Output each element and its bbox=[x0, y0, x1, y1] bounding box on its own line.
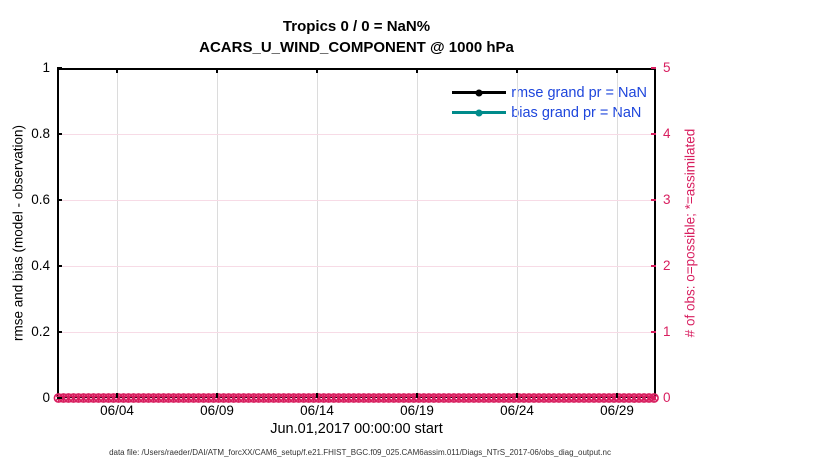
legend-label-rmse: rmse grand pr = NaN bbox=[511, 84, 647, 101]
x-tick-bottom bbox=[216, 393, 218, 398]
y-tick-right bbox=[651, 199, 656, 201]
rmse-line-sample bbox=[452, 89, 507, 96]
y-tick-right bbox=[651, 397, 656, 399]
plot-title: Tropics 0 / 0 = NaN% ACARS_U_WIND_COMPON… bbox=[57, 16, 656, 58]
right-tick-label: 1 bbox=[663, 324, 671, 339]
left-tick-label: 0 bbox=[42, 390, 50, 405]
top-axis-line bbox=[57, 68, 656, 70]
legend: rmse grand pr = NaN bias grand pr = NaN bbox=[452, 83, 647, 122]
x-tick-bottom bbox=[416, 393, 418, 398]
title-line-1: Tropics 0 / 0 = NaN% bbox=[282, 18, 431, 35]
y-gridline bbox=[57, 199, 656, 201]
y-tick-left bbox=[57, 331, 62, 333]
left-tick-label: 0.8 bbox=[31, 126, 50, 141]
y-tick-left bbox=[57, 397, 62, 399]
obs-count-marker-band bbox=[53, 393, 659, 403]
x-gridline bbox=[316, 68, 318, 398]
x-tick-label: 06/19 bbox=[400, 403, 434, 418]
x-tick-bottom bbox=[616, 393, 618, 398]
left-tick-label: 0.4 bbox=[31, 258, 50, 273]
y-tick-left bbox=[57, 133, 62, 135]
bias-marker-icon bbox=[475, 109, 483, 116]
right-tick-label: 3 bbox=[663, 192, 671, 207]
x-tick-top bbox=[616, 68, 618, 73]
rmse-marker-icon bbox=[475, 89, 483, 96]
x-tick-bottom bbox=[316, 393, 318, 398]
left-tick-label: 0.6 bbox=[31, 192, 50, 207]
x-tick-label: 06/14 bbox=[300, 403, 334, 418]
y-tick-left bbox=[57, 199, 62, 201]
x-tick-top bbox=[316, 68, 318, 73]
right-tick-label: 4 bbox=[663, 126, 671, 141]
x-tick-bottom bbox=[116, 393, 118, 398]
x-tick-top bbox=[216, 68, 218, 73]
x-tick-label: 06/29 bbox=[600, 403, 634, 418]
y-tick-right bbox=[651, 331, 656, 333]
bottom-axis-line bbox=[57, 396, 656, 398]
y-gridline bbox=[57, 265, 656, 267]
legend-row-rmse: rmse grand pr = NaN bbox=[452, 83, 647, 102]
y-gridline bbox=[57, 133, 656, 135]
right-tick-label: 0 bbox=[663, 390, 671, 405]
title-line-2: ACARS_U_WIND_COMPONENT @ 1000 hPa bbox=[199, 39, 514, 56]
y-tick-left bbox=[57, 67, 62, 69]
y-gridline bbox=[57, 331, 656, 333]
y-tick-right bbox=[651, 133, 656, 135]
right-axis-label: # of obs: o=possible; *=assimilated bbox=[682, 128, 698, 338]
x-gridline bbox=[616, 68, 618, 398]
x-gridline bbox=[416, 68, 418, 398]
y-tick-right bbox=[651, 67, 656, 69]
bias-line-sample bbox=[452, 109, 507, 116]
data-file-path: data file: /Users/raeder/DAI/ATM_forcXX/… bbox=[109, 448, 611, 457]
y-tick-right bbox=[651, 265, 656, 267]
x-gridline bbox=[516, 68, 518, 398]
right-tick-label: 5 bbox=[663, 60, 671, 75]
right-tick-label: 2 bbox=[663, 258, 671, 273]
x-tick-top bbox=[416, 68, 418, 73]
right-axis-line bbox=[654, 68, 656, 398]
x-tick-top bbox=[516, 68, 518, 73]
x-axis-label: Jun.01,2017 00:00:00 start bbox=[270, 421, 443, 437]
x-tick-label: 06/04 bbox=[100, 403, 134, 418]
x-gridline bbox=[216, 68, 218, 398]
left-axis-label: rmse and bias (model - observation) bbox=[10, 124, 26, 342]
left-tick-label: 0.2 bbox=[31, 324, 50, 339]
left-axis-line bbox=[57, 68, 59, 398]
x-gridline bbox=[116, 68, 118, 398]
x-tick-bottom bbox=[516, 393, 518, 398]
legend-label-bias: bias grand pr = NaN bbox=[511, 104, 642, 121]
y-tick-left bbox=[57, 265, 62, 267]
left-tick-label: 1 bbox=[42, 60, 50, 75]
x-tick-label: 06/09 bbox=[200, 403, 234, 418]
legend-row-bias: bias grand pr = NaN bbox=[452, 103, 647, 122]
plot-area: rmse grand pr = NaN bias grand pr = NaN bbox=[53, 67, 659, 403]
x-tick-top bbox=[116, 68, 118, 73]
obs-assimilated-markers bbox=[55, 394, 658, 402]
x-tick-label: 06/24 bbox=[500, 403, 534, 418]
